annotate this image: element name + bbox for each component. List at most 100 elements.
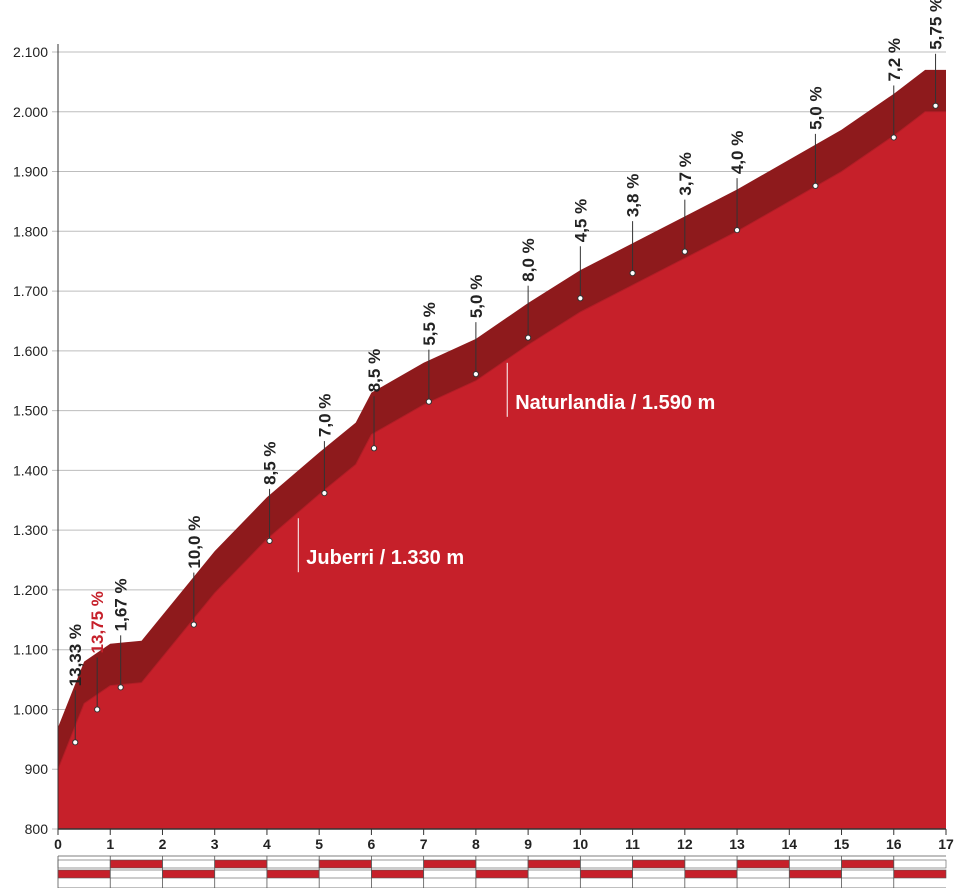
profile-edge-line (57, 111, 946, 770)
x-tick-label: 0 (54, 836, 62, 852)
gradient-label: 10,0 % (185, 516, 204, 569)
gradient-marker (425, 398, 432, 405)
gradient-marker (890, 134, 897, 141)
x-tick-label: 9 (524, 836, 532, 852)
gradient-label: 8,5 % (261, 441, 280, 484)
km-bar-lower-segment (841, 869, 895, 879)
km-bar-upper-segment (580, 859, 633, 869)
y-tick-label: 1.400 (13, 462, 48, 478)
km-bar-lower-segment (684, 869, 738, 879)
km-bar-upper-segment (788, 859, 842, 869)
gradient-label: 5,0 % (467, 275, 486, 318)
gradient-marker (72, 739, 79, 746)
y-tick-label: 2.100 (13, 44, 48, 60)
km-bar-lower-segment (371, 869, 424, 879)
gradient-label: 3,7 % (676, 152, 695, 195)
gradient-marker (370, 445, 378, 452)
y-tick-label: 1.500 (13, 403, 48, 419)
km-bar-lower-segment (109, 869, 163, 879)
gradient-label: 8,0 % (519, 238, 538, 281)
km-bar-lower-segment (580, 869, 633, 879)
gradient-marker (190, 621, 197, 628)
y-tick-label: 1.100 (13, 642, 48, 658)
gradient-marker (733, 227, 741, 234)
x-tick-label: 10 (573, 836, 589, 852)
x-tick-label: 11 (625, 836, 640, 852)
km-bar-lower-segment (475, 869, 529, 879)
y-tick-label: 1.800 (13, 223, 48, 239)
y-tick-label: 1.600 (13, 343, 48, 359)
x-tick-label: 7 (420, 836, 428, 852)
km-bar-upper-segment (423, 859, 477, 869)
km-bar-lower-segment (318, 869, 372, 879)
y-tick-label: 800 (25, 821, 49, 837)
gradient-marker (629, 270, 636, 277)
gradient-label: 4,0 % (728, 131, 747, 174)
gradient-marker (266, 537, 273, 545)
x-tick-label: 4 (263, 836, 271, 852)
km-bar-upper-segment (266, 859, 320, 869)
km-bar-upper-segment (736, 859, 790, 869)
profile-area (58, 111, 946, 830)
profile-top-band (58, 69, 946, 770)
x-tick-label: 16 (886, 836, 902, 852)
km-bar-lower-segment (527, 869, 581, 879)
marker-layer (72, 53, 939, 746)
x-tick-label: 14 (782, 836, 798, 852)
x-tick-label: 13 (729, 836, 745, 852)
km-bar-lower-segment (423, 869, 477, 879)
y-tick-label: 1.300 (13, 522, 48, 538)
gradient-marker (94, 706, 101, 713)
km-bar-lower-segment (632, 869, 686, 879)
gradient-marker (321, 489, 328, 497)
km-bar-lower-segment (162, 869, 216, 879)
km-bar-lower-segment (788, 869, 842, 879)
gradient-marker (525, 334, 532, 341)
x-tick-label: 5 (315, 836, 323, 852)
gradient-marker (117, 684, 124, 691)
gradient-label: 13,33 % (66, 624, 85, 686)
km-bar-lower-segment (266, 869, 320, 879)
km-bar-lower-segment (893, 869, 947, 879)
y-tick-label: 1.000 (13, 701, 48, 717)
km-bar-lower-segment (57, 869, 111, 879)
x-tick-label: 8 (472, 836, 480, 852)
km-bar-upper-segment (527, 859, 581, 869)
gradient-label: 7,2 % (885, 38, 904, 81)
km-bar-upper-segment (57, 859, 111, 869)
x-tick-label: 1 (106, 836, 114, 852)
axis-layer: 800 900 1.000 1.100 1.200 1.300 1.400 1.500 1.60… (13, 44, 954, 852)
km-bar-upper-segment (684, 859, 738, 869)
km-bar-upper-segment (893, 859, 947, 869)
km-bar-upper-segment (371, 859, 424, 869)
place-label: Juberri / 1.330 m (306, 547, 464, 569)
x-tick-label: 6 (368, 836, 376, 852)
km-bar-layer (57, 855, 947, 889)
gradient-label: 5,5 % (420, 302, 439, 345)
y-tick-label: 1.700 (13, 283, 48, 299)
gradient-marker (681, 248, 688, 255)
km-bar-upper-segment (632, 859, 686, 869)
gradient-label: 5,0 % (806, 86, 825, 129)
x-tick-label: 12 (677, 836, 693, 852)
y-tick-label: 900 (25, 761, 49, 777)
km-bar-lower-segment (214, 869, 268, 879)
area-layer (57, 69, 946, 830)
label-layer: 13,33 %13,75 % 1,67 % 10,0 % 8,5 % 7,0 % 8,5 … (66, 0, 945, 686)
km-bar-upper-segment (318, 859, 372, 869)
km-bar-upper-segment (841, 859, 895, 869)
place-label: Naturlandia / 1.590 m (515, 392, 715, 414)
gradient-marker (812, 182, 819, 189)
km-bar-upper-segment (475, 859, 529, 869)
gradient-label: 5,75 % (927, 0, 946, 50)
x-tick-label: 3 (211, 836, 219, 852)
km-bar-upper-segment (214, 859, 268, 869)
y-tick-label: 2.000 (13, 104, 48, 120)
x-tick-label: 15 (834, 836, 850, 852)
x-tick-label: 17 (938, 836, 954, 852)
gradient-label: 7,0 % (315, 394, 334, 437)
km-bar-upper-segment (162, 859, 216, 869)
km-bar-upper-segment (109, 859, 163, 869)
